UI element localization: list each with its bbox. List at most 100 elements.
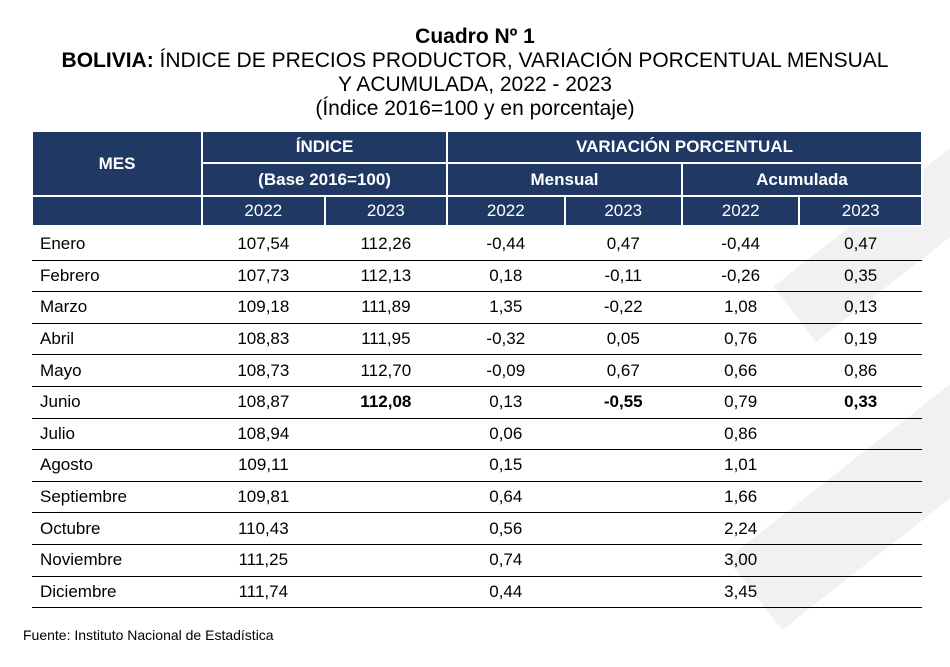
table-row: Junio 108,87 112,08 0,13 -0,55 0,79 0,33 [32,386,922,419]
table-row: Enero 107,54 112,26 -0,44 0,47 -0,44 0,4… [32,226,922,261]
cell-indice-2022: 108,87 [202,386,325,419]
country-label: BOLIVIA: [61,49,154,72]
cell-indice-2022: 107,54 [202,226,325,261]
cell-indice-2023 [324,481,448,514]
cell-acumulada-2023 [799,512,922,545]
cell-acumulada-2023 [799,449,922,482]
cell-indice-2022: 108,73 [202,354,325,387]
cell-mensual-2023 [564,544,682,577]
header-year: 2023 [798,195,923,227]
table-row: Octubre 110,43 0,56 2,24 [32,512,922,545]
cell-mes: Agosto [32,449,203,482]
header-mes: MES [30,130,204,197]
price-index-table: MES ÍNDICE VARIACIÓN PORCENTUAL (Base 20… [30,130,924,609]
cell-mensual-2022: 1,35 [447,291,565,324]
cell-acumulada-2022: 1,08 [681,291,800,324]
cell-indice-2023 [324,449,448,482]
header-variacion: VARIACIÓN PORCENTUAL [446,130,923,164]
cell-acumulada-2023 [799,418,922,451]
cell-mes: Julio [32,418,203,451]
cell-indice-2022: 108,83 [202,323,325,356]
cell-indice-2023 [324,418,448,451]
title-line-3: Y ACUMULADA, 2022 - 2023 [338,73,612,96]
header-indice: ÍNDICE [201,130,449,164]
cell-indice-2022: 109,18 [202,291,325,324]
cell-mes: Octubre [32,512,203,545]
table-title: BOLIVIA: ÍNDICE DE PRECIOS PRODUCTOR, VA… [0,49,950,73]
cell-mensual-2022: 0,06 [447,418,565,451]
cell-mensual-2023: -0,22 [564,291,682,324]
cell-mes: Enero [32,226,203,261]
cell-indice-2022: 108,94 [202,418,325,451]
cell-acumulada-2022: -0,26 [681,260,800,293]
source-note: Fuente: Instituto Nacional de Estadístic… [23,627,274,643]
cell-mensual-2023 [564,449,682,482]
cell-mensual-2023: 0,05 [564,323,682,356]
table-row: Septiembre 109,81 0,64 1,66 [32,481,922,514]
cell-mensual-2023 [564,481,682,514]
cell-indice-2022: 107,73 [202,260,325,293]
cell-mes: Septiembre [32,481,203,514]
cell-indice-2023: 112,13 [324,260,448,293]
table-body: Enero 107,54 112,26 -0,44 0,47 -0,44 0,4… [32,226,922,609]
cell-mensual-2022: 0,74 [447,544,565,577]
cell-indice-2022: 111,25 [202,544,325,577]
cell-indice-2023 [324,576,448,609]
cell-acumulada-2022: -0,44 [681,226,800,261]
header-base: (Base 2016=100) [201,162,449,197]
header-mes-spacer [30,196,204,227]
cell-acumulada-2022: 0,79 [681,386,800,419]
cell-acumulada-2022: 3,00 [681,544,800,577]
cell-mensual-2022: 0,18 [447,260,565,293]
cell-acumulada-2022: 0,76 [681,323,800,356]
header-year: 2022 [446,195,566,227]
cell-acumulada-2023: 0,13 [799,291,922,324]
cell-indice-2023: 112,26 [324,226,448,261]
cell-acumulada-2023: 0,19 [799,323,922,356]
cell-indice-2023: 112,08 [324,386,448,419]
cell-mensual-2023: 0,47 [564,226,682,261]
cell-acumulada-2022: 0,66 [681,354,800,387]
cell-acumulada-2023: 0,35 [799,260,922,293]
header-year: 2022 [201,195,326,227]
cell-acumulada-2022: 2,24 [681,512,800,545]
table-row: Diciembre 111,74 0,44 3,45 [32,576,922,609]
cell-mensual-2022: 0,44 [447,576,565,609]
cell-acumulada-2023: 0,33 [799,386,922,419]
cell-acumulada-2022: 0,86 [681,418,800,451]
table-row: Agosto 109,11 0,15 1,01 [32,449,922,482]
cell-mensual-2023: -0,11 [564,260,682,293]
cell-mes: Marzo [32,291,203,324]
cell-mes: Diciembre [32,576,203,609]
cell-mensual-2022: -0,44 [447,226,565,261]
cell-mensual-2022: 0,13 [447,386,565,419]
title-block: Cuadro Nº 1 BOLIVIA: ÍNDICE DE PRECIOS P… [0,25,950,121]
title-subtitle: (Índice 2016=100 y en porcentaje) [315,97,635,120]
cell-mensual-2022: 0,15 [447,449,565,482]
table-row: Febrero 107,73 112,13 0,18 -0,11 -0,26 0… [32,260,922,293]
table-row: Noviembre 111,25 0,74 3,00 [32,544,922,577]
cell-indice-2022: 111,74 [202,576,325,609]
cell-mes: Noviembre [32,544,203,577]
cell-indice-2023 [324,544,448,577]
cell-indice-2022: 109,81 [202,481,325,514]
cell-mensual-2022: -0,09 [447,354,565,387]
table-row: Marzo 109,18 111,89 1,35 -0,22 1,08 0,13 [32,291,922,324]
table-number: Cuadro Nº 1 [415,25,535,48]
cell-mes: Mayo [32,354,203,387]
cell-indice-2022: 110,43 [202,512,325,545]
header-mensual: Mensual [446,162,683,197]
header-year: 2023 [323,195,449,227]
cell-mes: Junio [32,386,203,419]
cell-mensual-2023 [564,576,682,609]
header-year: 2022 [680,195,801,227]
cell-mensual-2022: 0,56 [447,512,565,545]
cell-mensual-2023 [564,418,682,451]
table-row: Mayo 108,73 112,70 -0,09 0,67 0,66 0,86 [32,354,922,387]
cell-acumulada-2023: 0,86 [799,354,922,387]
cell-mensual-2023: -0,55 [564,386,682,419]
header-acumulada: Acumulada [680,162,924,197]
cell-indice-2022: 109,11 [202,449,325,482]
cell-mes: Febrero [32,260,203,293]
